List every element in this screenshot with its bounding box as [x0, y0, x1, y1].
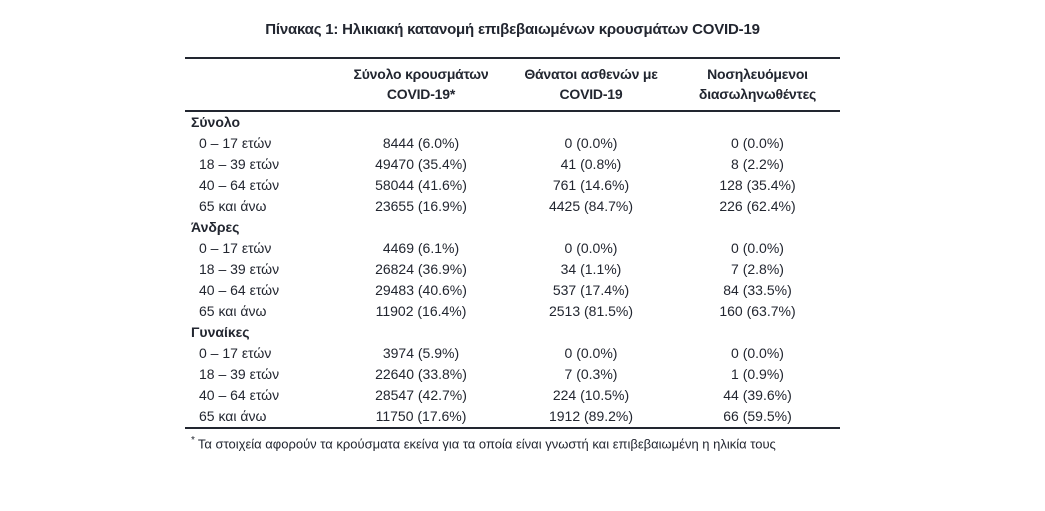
- age-group-label: 65 και άνω: [199, 198, 267, 214]
- intubated-value: 84 (33.5%): [723, 282, 792, 298]
- table-row: 40 – 64 ετών 29483 (40.6%) 537 (17.4%) 8…: [185, 280, 840, 301]
- column-header-line: Νοσηλευόμενοι: [707, 66, 808, 82]
- table-row: 18 – 39 ετών 22640 (33.8%) 7 (0.3%) 1 (0…: [185, 364, 840, 385]
- age-group-label: 40 – 64 ετών: [199, 282, 280, 298]
- section-row-women: Γυναίκες: [185, 322, 840, 343]
- cases-value: 11902 (16.4%): [375, 303, 467, 319]
- section-label: Γυναίκες: [191, 324, 250, 340]
- footnote-text: Τα στοιχεία αφορούν τα κρούσματα εκείνα …: [197, 436, 776, 452]
- table-title: Πίνακας 1: Ηλικιακή κατανομή επιβεβαιωμέ…: [265, 21, 760, 38]
- deaths-value: 41 (0.8%): [560, 156, 622, 172]
- deaths-value: 0 (0.0%): [564, 345, 618, 361]
- intubated-value: 1 (0.9%): [731, 366, 784, 382]
- table-row: 18 – 39 ετών 26824 (36.9%) 34 (1.1%) 7 (…: [185, 259, 840, 280]
- section-row-men: Άνδρες: [185, 217, 840, 238]
- deaths-value: 761 (14.6%): [552, 177, 630, 193]
- deaths-value: 4425 (84.7%): [548, 198, 634, 214]
- age-group-label: 18 – 39 ετών: [199, 261, 280, 277]
- column-header-deaths: Θάνατοι ασθενών με COVID-19: [507, 64, 675, 104]
- column-header-total-cases: Σύνολο κρουσμάτων COVID-19*: [335, 64, 507, 104]
- age-group-label: 40 – 64 ετών: [199, 387, 280, 403]
- deaths-value: 224 (10.5%): [552, 387, 630, 403]
- age-group-label: 0 – 17 ετών: [199, 240, 272, 256]
- deaths-value: 34 (1.1%): [560, 261, 622, 277]
- age-group-label: 65 και άνω: [199, 303, 267, 319]
- age-group-label: 0 – 17 ετών: [199, 345, 272, 361]
- intubated-value: 0 (0.0%): [731, 345, 784, 361]
- covid-age-distribution-table: Σύνολο κρουσμάτων COVID-19* Θάνατοι ασθε…: [185, 57, 840, 429]
- column-header-line: COVID-19*: [386, 86, 456, 102]
- table-row: 65 και άνω 23655 (16.9%) 4425 (84.7%) 22…: [185, 196, 840, 217]
- table-row: 18 – 39 ετών 49470 (35.4%) 41 (0.8%) 8 (…: [185, 154, 840, 175]
- intubated-value: 0 (0.0%): [731, 240, 784, 256]
- column-header-line: COVID-19: [559, 86, 623, 102]
- cases-value: 8444 (6.0%): [382, 135, 460, 151]
- document-page: Πίνακας 1: Ηλικιακή κατανομή επιβεβαιωμέ…: [185, 0, 840, 453]
- deaths-value: 0 (0.0%): [564, 135, 618, 151]
- age-group-label: 40 – 64 ετών: [199, 177, 280, 193]
- column-header-line: Θάνατοι ασθενών με: [524, 66, 658, 82]
- section-row-total: Σύνολο: [185, 112, 840, 133]
- intubated-value: 7 (2.8%): [731, 261, 784, 277]
- intubated-value: 160 (63.7%): [719, 303, 796, 319]
- table-row: 65 και άνω 11902 (16.4%) 2513 (81.5%) 16…: [185, 301, 840, 322]
- table-row: 0 – 17 ετών 3974 (5.9%) 0 (0.0%) 0 (0.0%…: [185, 343, 840, 364]
- table-row: 65 και άνω 11750 (17.6%) 1912 (89.2%) 66…: [185, 406, 840, 427]
- cases-value: 28547 (42.7%): [375, 387, 467, 403]
- footnote: * Τα στοιχεία αφορούν τα κρούσματα εκείνα…: [185, 432, 840, 453]
- intubated-value: 226 (62.4%): [719, 198, 796, 214]
- cases-value: 11750 (17.6%): [375, 408, 467, 424]
- intubated-value: 0 (0.0%): [731, 135, 784, 151]
- deaths-value: 537 (17.4%): [552, 282, 630, 298]
- deaths-value: 7 (0.3%): [564, 366, 618, 382]
- table-header-row: Σύνολο κρουσμάτων COVID-19* Θάνατοι ασθε…: [185, 57, 840, 112]
- deaths-value: 1912 (89.2%): [548, 408, 634, 424]
- cases-value: 23655 (16.9%): [375, 198, 467, 214]
- cases-value: 3974 (5.9%): [382, 345, 460, 361]
- table-row: 0 – 17 ετών 8444 (6.0%) 0 (0.0%) 0 (0.0%…: [185, 133, 840, 154]
- table-row: 40 – 64 ετών 58044 (41.6%) 761 (14.6%) 1…: [185, 175, 840, 196]
- intubated-value: 8 (2.2%): [731, 156, 784, 172]
- cases-value: 58044 (41.6%): [375, 177, 467, 193]
- table-row: 40 – 64 ετών 28547 (42.7%) 224 (10.5%) 4…: [185, 385, 840, 406]
- age-group-label: 18 – 39 ετών: [199, 366, 280, 382]
- cases-value: 49470 (35.4%): [375, 156, 467, 172]
- table-row: 0 – 17 ετών 4469 (6.1%) 0 (0.0%) 0 (0.0%…: [185, 238, 840, 259]
- column-header-line: Σύνολο κρουσμάτων: [353, 66, 489, 82]
- header-empty-cell: [185, 74, 335, 95]
- footnote-marker: *: [191, 435, 195, 446]
- column-header-intubated: Νοσηλευόμενοι διασωληνωθέντες: [675, 64, 840, 104]
- intubated-value: 44 (39.6%): [723, 387, 792, 403]
- intubated-value: 128 (35.4%): [719, 177, 796, 193]
- section-label: Σύνολο: [191, 114, 241, 130]
- deaths-value: 0 (0.0%): [564, 240, 618, 256]
- column-header-line: διασωληνωθέντες: [698, 86, 817, 102]
- age-group-label: 65 και άνω: [199, 408, 267, 424]
- section-label: Άνδρες: [191, 219, 240, 235]
- deaths-value: 2513 (81.5%): [548, 303, 634, 319]
- age-group-label: 0 – 17 ετών: [199, 135, 272, 151]
- cases-value: 29483 (40.6%): [375, 282, 467, 298]
- cases-value: 4469 (6.1%): [382, 240, 460, 256]
- cases-value: 22640 (33.8%): [375, 366, 467, 382]
- age-group-label: 18 – 39 ετών: [199, 156, 280, 172]
- cases-value: 26824 (36.9%): [375, 261, 467, 277]
- intubated-value: 66 (59.5%): [723, 408, 792, 424]
